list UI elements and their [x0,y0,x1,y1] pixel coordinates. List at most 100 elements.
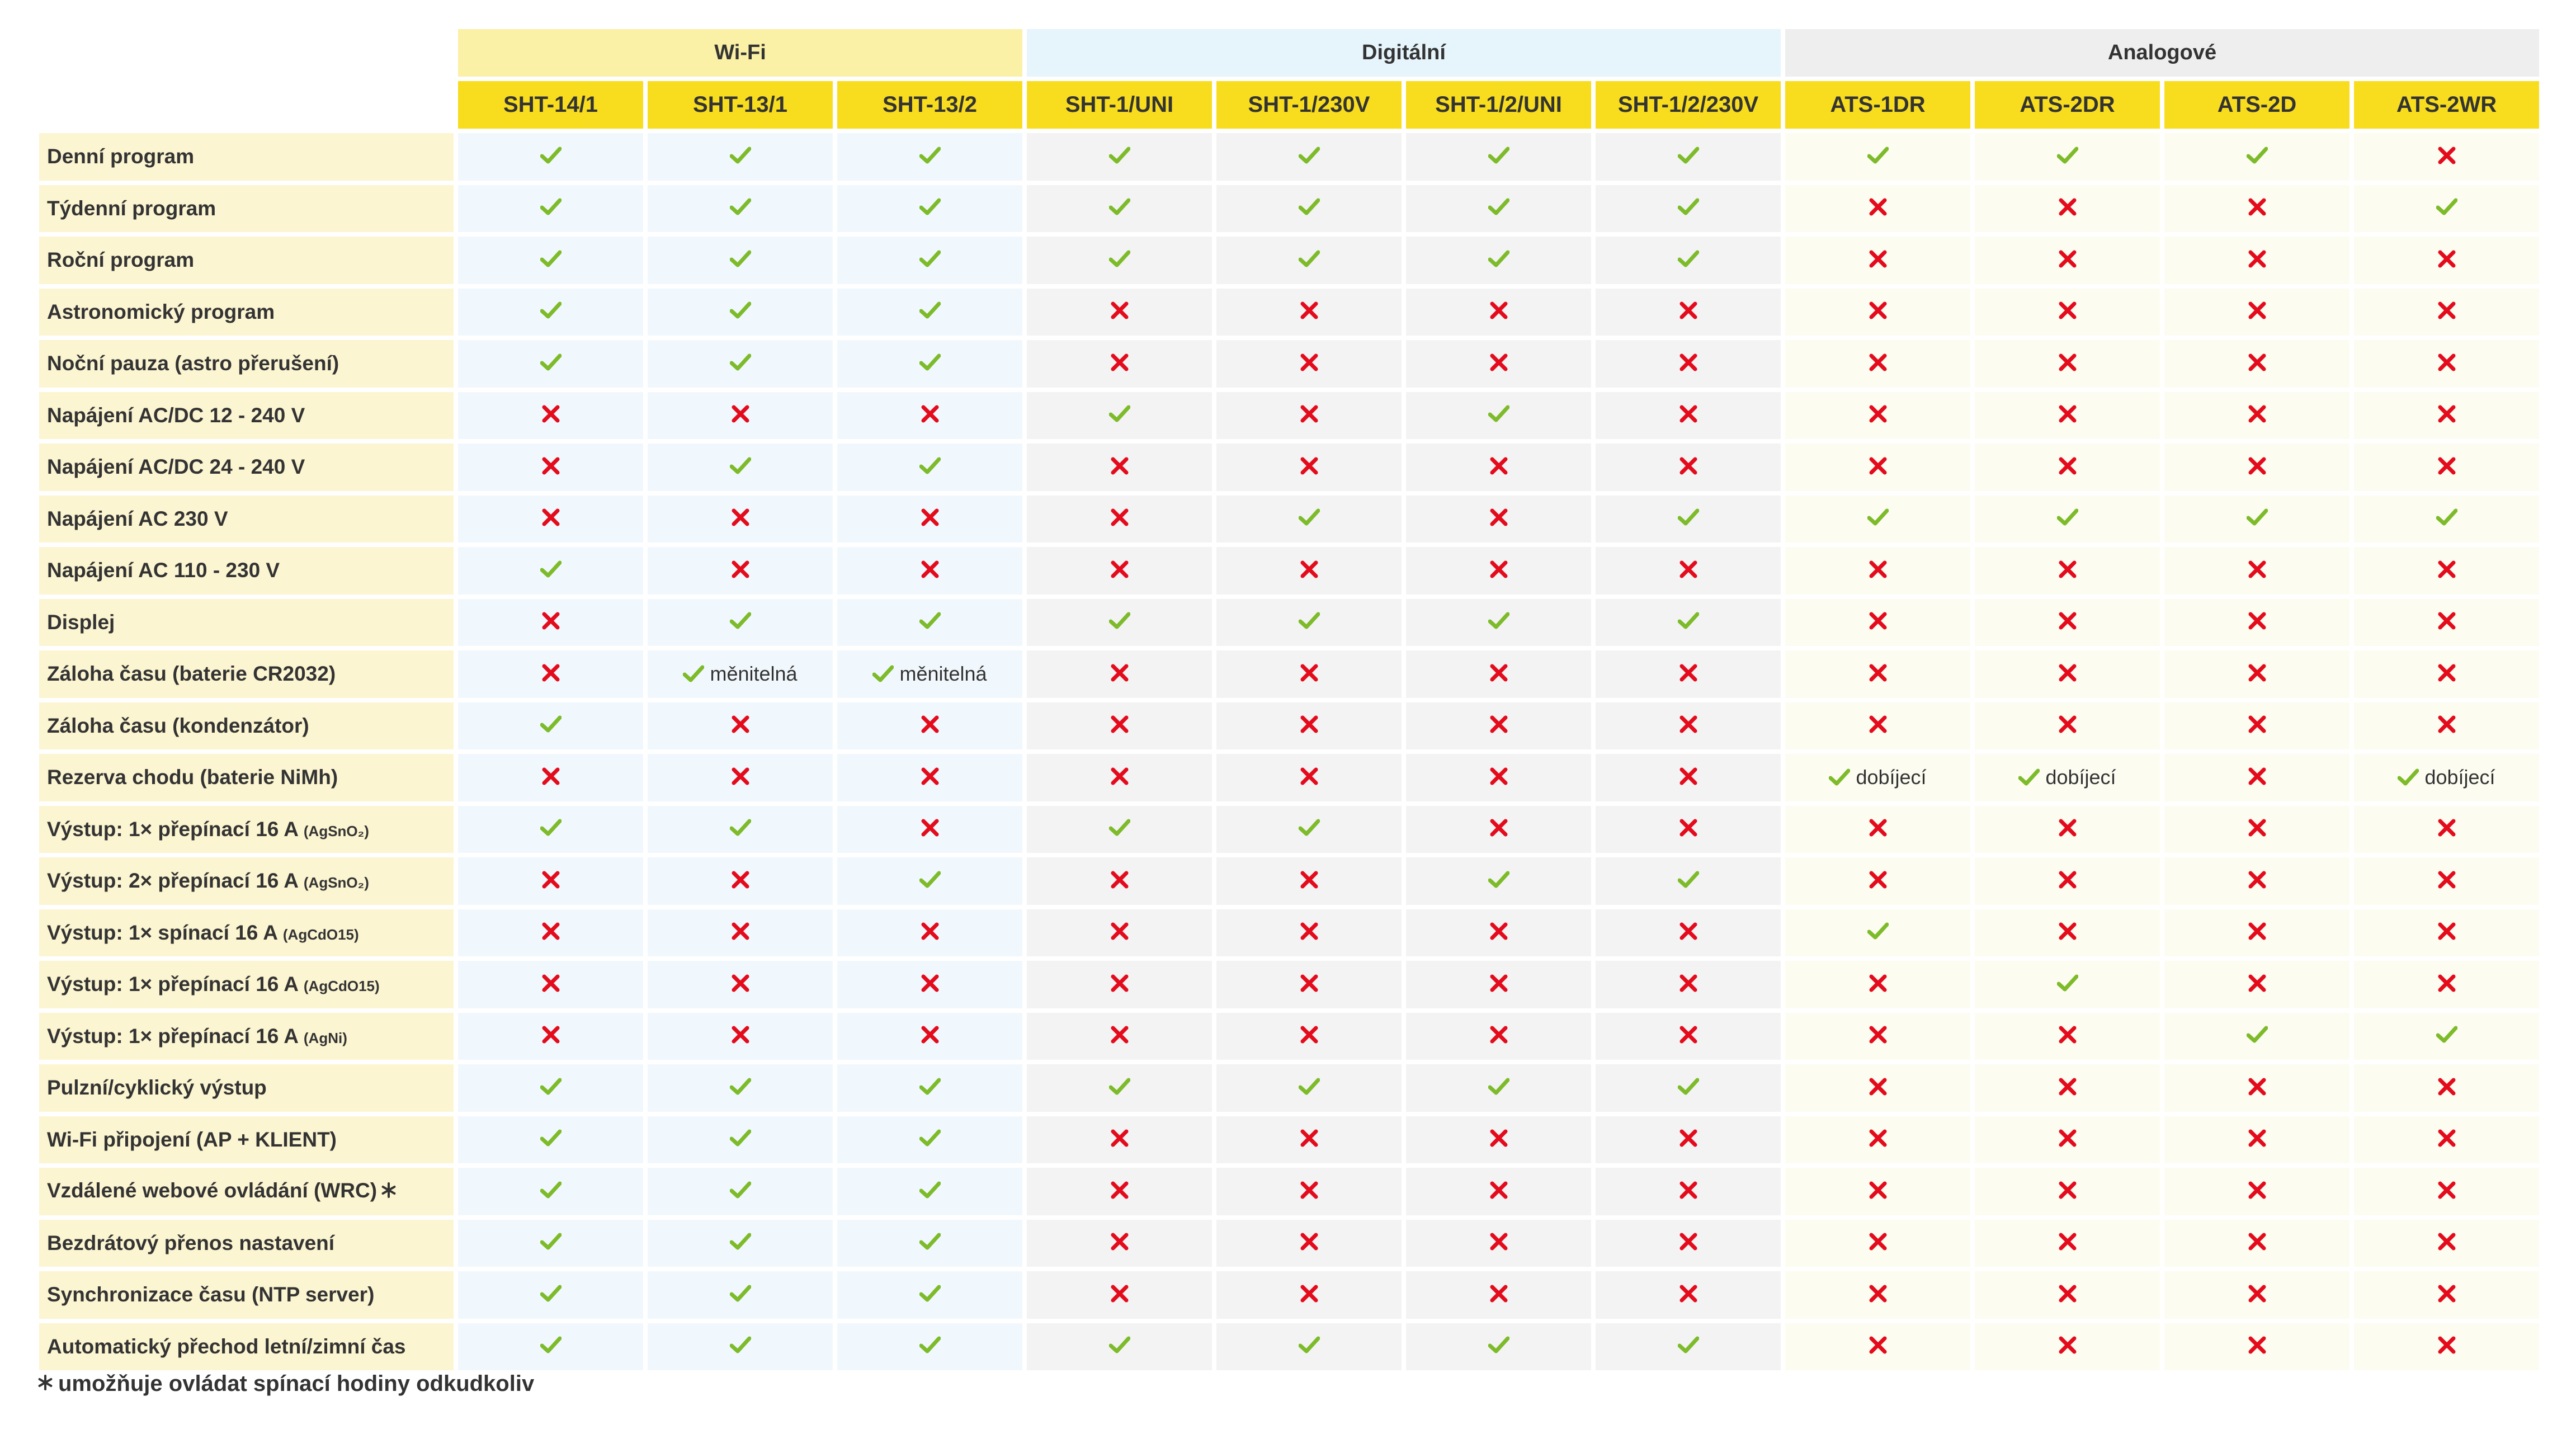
value-cell [648,1168,833,1215]
feature-row: Displej [39,598,2539,646]
value-cell [837,1064,1022,1112]
cross-icon [2058,1077,2077,1096]
cross-icon [1679,456,1698,475]
check-icon [729,1181,751,1199]
value-cell [837,495,1022,542]
cross-icon [1679,301,1698,320]
feature-label: Synchronizace času (NTP server) [47,1283,375,1306]
check-icon [1677,1078,1699,1096]
value-cell [1596,805,1781,853]
check-icon [540,819,562,837]
cross-icon [2437,818,2456,837]
cross-icon [2437,1181,2456,1200]
cross-icon [2437,974,2456,993]
footnote-text: umožňuje ovládat spínací hodiny odkudkol… [58,1371,535,1396]
cross-icon [731,922,750,941]
check-icon [1298,508,1320,526]
cross-icon [2248,456,2267,475]
cross-icon [541,767,560,786]
value-cell [2164,754,2349,801]
value-cell [1975,444,2160,491]
feature-label-cell: Noční pauza (astro přerušení) [39,340,454,388]
check-icon [729,1078,751,1096]
asterisk-icon [37,1371,54,1397]
cross-icon [2437,870,2456,889]
feature-row: Roční program [39,237,2539,284]
value-cell [1596,598,1781,646]
cross-icon [1489,1025,1508,1044]
check-icon [2246,147,2268,164]
check-icon [919,871,941,889]
value-cell [1216,1116,1402,1163]
value-cell [1027,857,1212,905]
value-cell [1975,133,2160,181]
cross-icon [2248,767,2267,786]
cross-icon [1869,974,1888,993]
value-cell [2354,185,2539,232]
value-cell [2354,1271,2539,1319]
value-cell [1785,909,1970,956]
cross-icon [1300,404,1319,423]
value-cell [1216,340,1402,388]
value-cell [1216,391,1402,439]
check-icon [1298,198,1320,216]
value-cell [837,1323,1022,1370]
value-cell [2354,340,2539,388]
check-icon: měnitelná [872,662,987,686]
value-cell [2354,288,2539,336]
check-icon [2246,1026,2268,1044]
value-cell [1785,391,1970,439]
cross-icon [1869,870,1888,889]
value-cell [648,391,833,439]
value-cell [1596,444,1781,491]
value-cell [1975,909,2160,956]
check-icon [1488,147,1509,164]
product-header: ATS-2D [2164,81,2349,129]
product-header: SHT-1/UNI [1027,81,1212,129]
check-icon [729,457,751,475]
value-cell [1027,1064,1212,1112]
cross-icon [1300,353,1319,372]
check-icon [919,457,941,475]
check-icon [729,353,751,371]
value-cell [648,1064,833,1112]
cross-icon [1489,1232,1508,1251]
value-cell [1596,754,1781,801]
cross-icon [921,922,940,941]
value-cell [1406,237,1591,284]
cross-icon [731,715,750,734]
value-cell [1406,185,1591,232]
feature-label-cell: Wi-Fi připojení (AP + KLIENT) [39,1116,454,1163]
cross-icon [2058,1336,2077,1355]
cross-icon [1869,1025,1888,1044]
cross-icon [1110,922,1129,941]
check-icon [919,1233,941,1251]
feature-row: Týdenní program [39,185,2539,232]
cross-icon [2437,404,2456,423]
cross-icon [921,767,940,786]
cross-icon [2058,1181,2077,1200]
value-cell [1216,598,1402,646]
value-cell [1785,444,1970,491]
value-cell [1785,495,1970,542]
value-cell [1216,185,1402,232]
value-cell [1406,547,1591,595]
check-icon: dobíjecí [1829,766,1927,789]
value-cell [648,1219,833,1267]
value-cell [2354,133,2539,181]
footnote: umožňuje ovládat spínací hodiny odkudkol… [37,1371,534,1397]
check-icon [1298,1078,1320,1096]
feature-label-cell: Napájení AC 230 V [39,495,454,542]
cross-icon [2058,301,2077,320]
check-icon [1298,1336,1320,1354]
cross-icon [2437,353,2456,372]
value-cell [2164,288,2349,336]
cross-icon [2058,922,2077,941]
value-cell [837,754,1022,801]
cross-icon [1679,818,1698,837]
feature-row: Bezdrátový přenos nastavení [39,1219,2539,1267]
value-cell [2354,961,2539,1008]
value-cell [1596,288,1781,336]
corner-cell [39,29,454,77]
value-cell [1785,857,1970,905]
